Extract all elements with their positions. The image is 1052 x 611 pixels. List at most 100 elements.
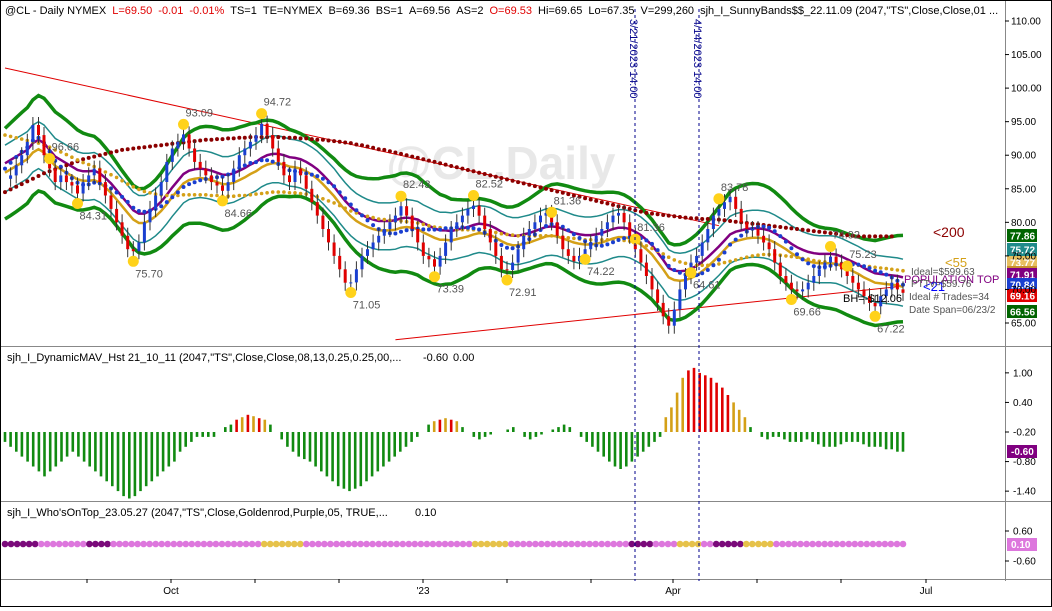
candle-body — [14, 165, 18, 176]
ma200-dot — [426, 158, 431, 163]
ma55-dot — [516, 234, 520, 238]
ma200-dot — [92, 154, 97, 159]
whos-on-top-dot — [55, 540, 63, 548]
whos-on-top-dot — [86, 540, 93, 548]
price-tick-label: 100.00 — [1011, 84, 1042, 95]
candle-body — [739, 208, 743, 223]
ma55-dot — [8, 134, 13, 139]
whos-on-top-dot — [851, 540, 859, 548]
price-tick-label: 85.00 — [1011, 184, 1036, 195]
ma200-dot — [862, 234, 866, 239]
candle-body — [455, 222, 459, 229]
ma200-dot — [432, 159, 437, 164]
ema21-dot — [761, 224, 766, 229]
ema21-dot — [354, 208, 359, 213]
candle-body — [31, 125, 35, 142]
header-part: TS=1 — [230, 5, 257, 17]
ma200-dot — [778, 225, 783, 229]
whos-on-top-dot — [164, 540, 171, 548]
header-part: TE=NYMEX — [263, 5, 323, 17]
ema21-dot — [672, 268, 677, 272]
event-line-label: 3/21/2023 14:00 — [627, 19, 639, 99]
ma55-dot — [343, 206, 348, 210]
whos-on-top-dot — [68, 540, 75, 548]
candle-body — [176, 141, 180, 149]
candle-body — [343, 269, 347, 283]
whos-on-top-dot — [556, 540, 563, 548]
ema21-dot — [733, 237, 738, 242]
swing-label: 73.39 — [437, 284, 465, 296]
whos-on-top-dot — [646, 540, 654, 548]
whos-on-top-dot — [755, 540, 762, 548]
ma55-dot — [666, 255, 671, 259]
ma200-dot — [538, 185, 543, 190]
ma200-dot — [360, 143, 364, 148]
ma55-dot — [717, 262, 721, 266]
whos-on-top-dot — [803, 540, 810, 548]
whos-on-top-dot — [339, 540, 346, 548]
ma55-dot — [572, 236, 576, 241]
whos-on-top-dot — [291, 540, 298, 548]
price-tag-text: 77.86 — [1010, 232, 1035, 243]
ema21-dot — [159, 204, 164, 209]
candle-body — [700, 242, 704, 256]
whos-on-top-dot — [146, 540, 153, 548]
ma55-dot — [890, 267, 894, 272]
candle-body — [734, 196, 738, 209]
ema21-dot — [867, 266, 872, 271]
candle-body — [20, 155, 24, 166]
ma200-dot — [371, 145, 376, 150]
price-tag-box — [1007, 243, 1037, 256]
event-line-label: 4/14/2023 14:00 — [691, 19, 703, 99]
ind1-tick-label: -1.40 — [1013, 487, 1036, 498]
ma200-dot — [772, 224, 777, 229]
ma55-dot — [254, 192, 258, 196]
ema21-dot — [767, 225, 772, 230]
ma200-dot — [348, 141, 353, 146]
price-tag-box — [1007, 305, 1037, 318]
whos-on-top-dot — [285, 540, 292, 548]
ma200-dot — [683, 215, 688, 220]
sunny-band-upper-inner — [4, 120, 904, 260]
candle-body — [522, 235, 526, 250]
ma200-dot — [577, 194, 582, 199]
whos-on-top-dot — [706, 540, 714, 548]
ma200-dot — [226, 136, 231, 141]
ma55-dot — [293, 191, 297, 195]
candle-body — [198, 161, 202, 169]
candle-body — [37, 125, 40, 136]
ma55-dot — [376, 217, 381, 221]
candle-body — [868, 296, 871, 303]
ma200-dot — [532, 184, 537, 189]
whos-on-top-dot — [333, 540, 340, 548]
candle-body — [444, 242, 448, 256]
ma200-dot — [114, 149, 119, 154]
swing-label: 81.36 — [637, 222, 665, 234]
header-part: B=69.36 — [328, 5, 369, 17]
ma200-dot — [14, 184, 19, 189]
whos-on-top-dot — [170, 540, 178, 548]
right-label: PTTv=$59.76 — [911, 279, 972, 290]
ma200-dot — [850, 233, 855, 238]
ma55-dot — [739, 256, 743, 261]
whos-on-top-dot — [887, 540, 895, 548]
ma200-dot — [220, 137, 225, 142]
whos-on-top-dot — [13, 540, 21, 548]
ema21-dot — [332, 184, 337, 189]
whos-on-top-dot — [116, 540, 123, 548]
whos-on-top-dot — [899, 540, 907, 548]
ma200-dot — [806, 228, 811, 233]
whos-on-top-dot — [43, 540, 51, 548]
ma200-dot — [281, 135, 286, 140]
whos-on-top-dot — [411, 540, 419, 548]
ema21-dot — [326, 180, 331, 185]
ma55-dot — [650, 246, 654, 251]
whos-on-top-dot — [532, 540, 539, 548]
ma200-dot — [365, 144, 370, 149]
ma200-dot — [215, 137, 219, 142]
right-label: <21 — [923, 279, 945, 294]
whos-on-top-dot — [363, 540, 370, 548]
swing-marker — [869, 310, 881, 322]
